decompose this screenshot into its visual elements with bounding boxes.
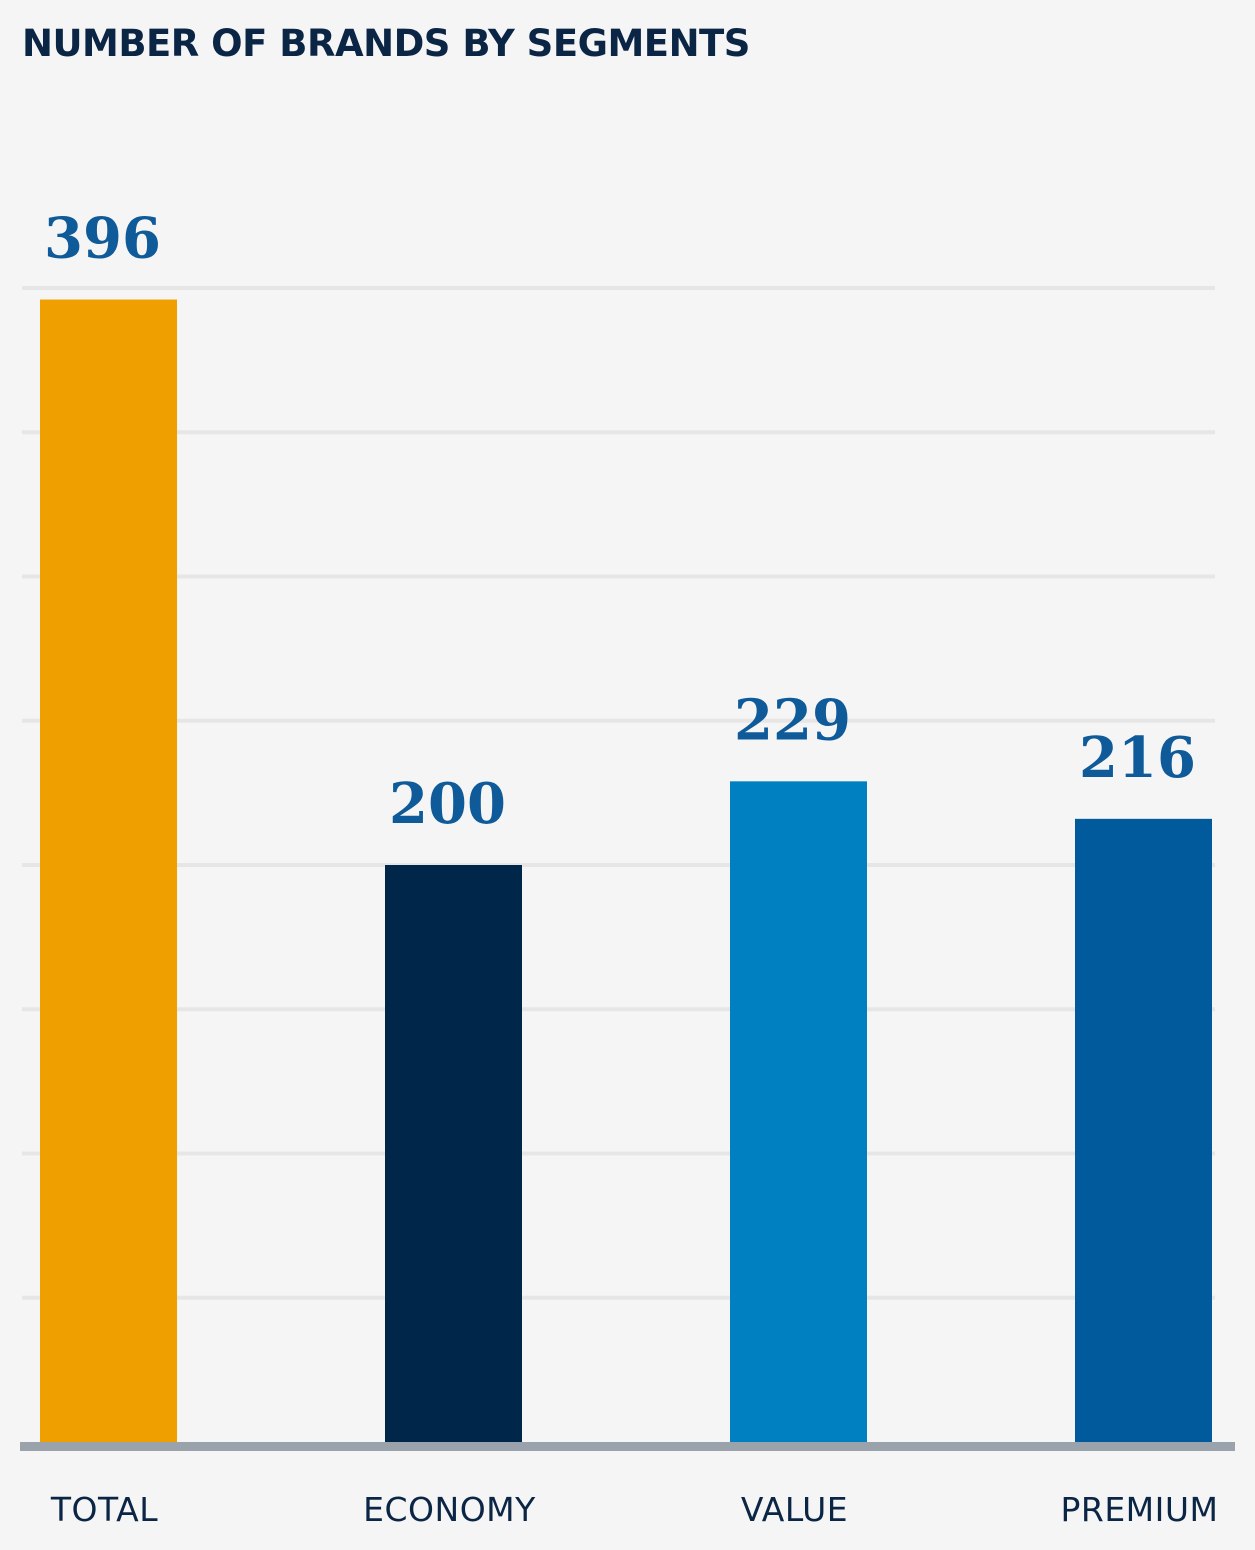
bar-value [730, 781, 867, 1442]
value-label-economy: 200 [389, 771, 506, 837]
value-label-premium: 216 [1079, 725, 1196, 791]
value-label-total: 396 [44, 206, 161, 272]
bar-premium [1075, 818, 1212, 1442]
baseline [20, 1442, 1235, 1451]
x-axis-baseline [20, 1442, 1235, 1451]
gridlines [22, 286, 1215, 1300]
bar-economy [385, 865, 522, 1442]
chart-title: NUMBER OF BRANDS BY SEGMENTS [22, 22, 750, 65]
value-label-value: 229 [734, 687, 851, 753]
category-labels: TOTAL ECONOMY VALUE PREMIUM [50, 1490, 1218, 1529]
category-label-value: VALUE [741, 1490, 848, 1529]
category-label-total: TOTAL [50, 1490, 158, 1529]
bar-total [40, 299, 177, 1442]
category-label-premium: PREMIUM [1060, 1490, 1218, 1529]
value-labels: 396 200 229 216 [44, 206, 1196, 837]
bars [40, 299, 1212, 1442]
category-label-economy: ECONOMY [363, 1490, 536, 1529]
